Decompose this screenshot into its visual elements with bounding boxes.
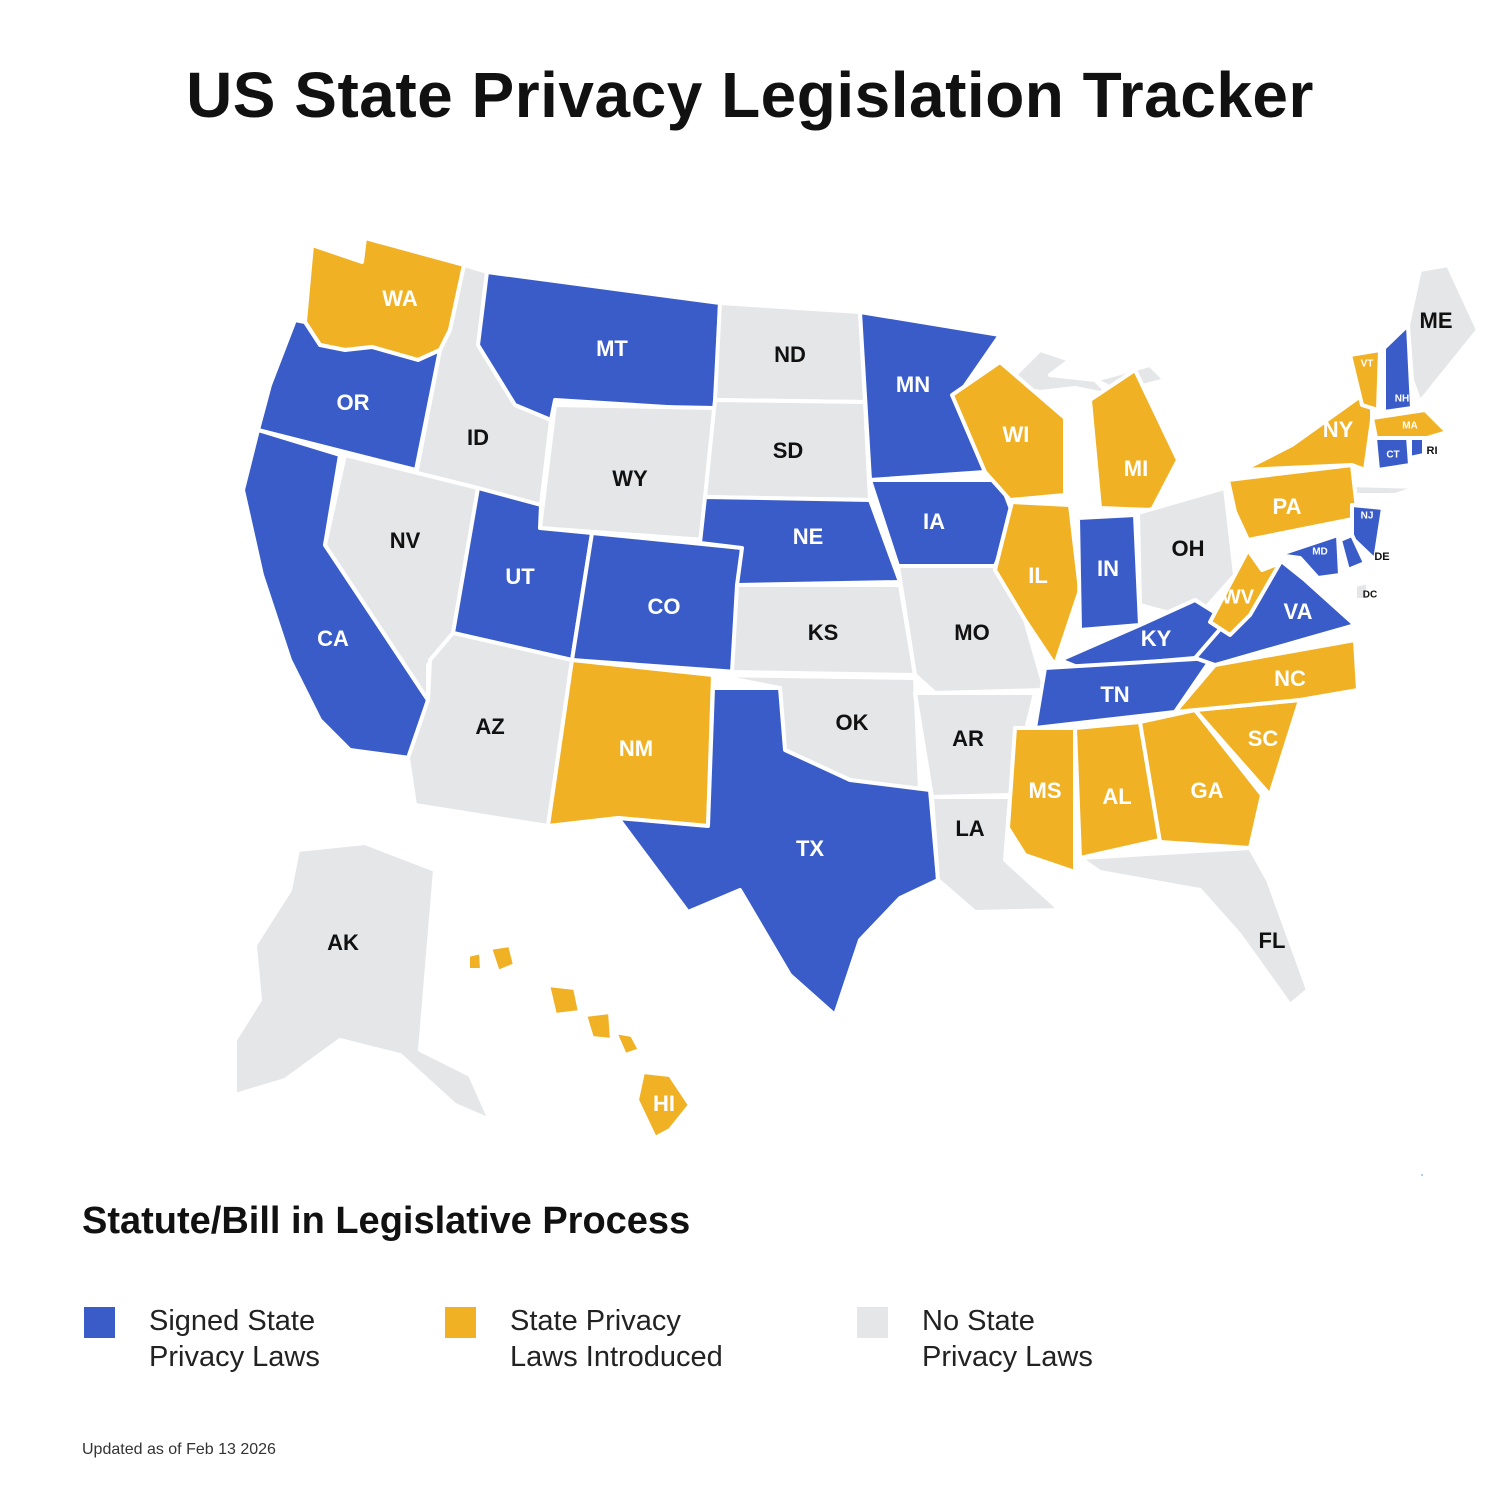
state-label-ct: CT	[1386, 450, 1399, 461]
state-label-sd: SD	[773, 438, 804, 463]
legend-swatch-none	[857, 1307, 888, 1338]
state-label-id: ID	[467, 425, 489, 450]
page-title: US State Privacy Legislation Tracker	[186, 59, 1314, 131]
state-label-ri: RI	[1427, 445, 1438, 457]
state-label-nd: ND	[774, 342, 806, 367]
state-label-wi: WI	[1003, 422, 1030, 447]
state-label-me: ME	[1420, 308, 1453, 333]
state-label-az: AZ	[475, 714, 504, 739]
state-hi	[466, 943, 692, 1140]
state-label-mn: MN	[896, 372, 930, 397]
state-wv	[1208, 548, 1282, 637]
state-label-ak: AK	[327, 930, 359, 955]
state-label-ky: KY	[1141, 626, 1172, 651]
state-label-vt: VT	[1361, 359, 1374, 370]
lake-erie	[1348, 483, 1422, 497]
state-de	[1338, 533, 1367, 572]
state-label-sc: SC	[1248, 726, 1279, 751]
footnote: Updated as of Feb 13 2026	[82, 1441, 276, 1458]
state-label-de: DE	[1374, 551, 1389, 563]
state-label-ma: MA	[1402, 421, 1418, 432]
state-me	[1406, 263, 1480, 404]
state-label-pa: PA	[1273, 494, 1302, 519]
state-ms	[1006, 726, 1077, 874]
state-label-la: LA	[955, 816, 984, 841]
state-nc	[1173, 638, 1360, 714]
state-label-mo: MO	[954, 620, 989, 645]
state-label-wy: WY	[612, 466, 648, 491]
state-label-tn: TN	[1100, 682, 1129, 707]
state-vt	[1348, 348, 1382, 412]
state-label-mt: MT	[596, 336, 628, 361]
state-label-ms: MS	[1029, 778, 1062, 803]
state-label-ny: NY	[1323, 417, 1354, 442]
state-label-dc: DC	[1363, 590, 1377, 601]
state-oh	[1136, 486, 1237, 622]
bermuda-marker	[1417, 1168, 1427, 1180]
state-tx	[616, 686, 940, 1017]
state-label-ne: NE	[793, 524, 824, 549]
state-label-mi: MI	[1124, 456, 1148, 481]
state-label-ar: AR	[952, 726, 984, 751]
state-ma	[1370, 408, 1449, 440]
state-label-ut: UT	[505, 564, 535, 589]
state-label-nv: NV	[390, 528, 421, 553]
state-label-tx: TX	[796, 836, 824, 861]
legend-label-signed: Signed State Privacy Laws	[149, 1305, 320, 1373]
state-label-nm: NM	[619, 736, 653, 761]
state-label-al: AL	[1102, 784, 1131, 809]
state-label-nj: NJ	[1361, 511, 1374, 522]
legend-swatch-signed	[84, 1307, 115, 1338]
state-md	[1276, 533, 1342, 580]
state-label-md: MD	[1312, 547, 1328, 558]
state-label-ga: GA	[1191, 778, 1224, 803]
state-nj	[1350, 503, 1385, 562]
state-label-il: IL	[1028, 563, 1048, 588]
state-label-va: VA	[1284, 599, 1313, 624]
state-label-ca: CA	[317, 626, 349, 651]
legend-label-none: No State Privacy Laws	[922, 1305, 1093, 1373]
legend-label-introduced: State Privacy Laws Introduced	[510, 1305, 723, 1373]
state-label-co: CO	[648, 594, 681, 619]
state-label-in: IN	[1097, 556, 1119, 581]
state-label-nh: NH	[1395, 394, 1409, 405]
state-label-fl: FL	[1259, 928, 1286, 953]
state-label-ia: IA	[923, 509, 945, 534]
state-fl	[1078, 846, 1310, 1007]
legend-title: Statute/Bill in Legislative Process	[82, 1200, 691, 1242]
state-dc	[1353, 580, 1370, 602]
state-ak	[233, 841, 492, 1122]
state-label-ok: OK	[836, 710, 869, 735]
state-label-hi: HI	[653, 1091, 675, 1116]
legend-swatch-introduced	[445, 1307, 476, 1338]
state-label-ks: KS	[808, 620, 839, 645]
state-label-wa: WA	[382, 286, 418, 311]
state-label-wv: WV	[1222, 586, 1255, 608]
state-il	[993, 500, 1082, 667]
state-mi	[1088, 368, 1180, 512]
state-nh	[1382, 323, 1414, 414]
state-label-oh: OH	[1172, 536, 1205, 561]
state-label-or: OR	[337, 390, 370, 415]
state-wi	[950, 360, 1067, 502]
us-states-map: WA OR CA ID NV MT WY UT AZ CO NM ND SD NE KS OK TX MN IA MO…	[233, 236, 1480, 1180]
state-label-nc: NC	[1274, 666, 1306, 691]
